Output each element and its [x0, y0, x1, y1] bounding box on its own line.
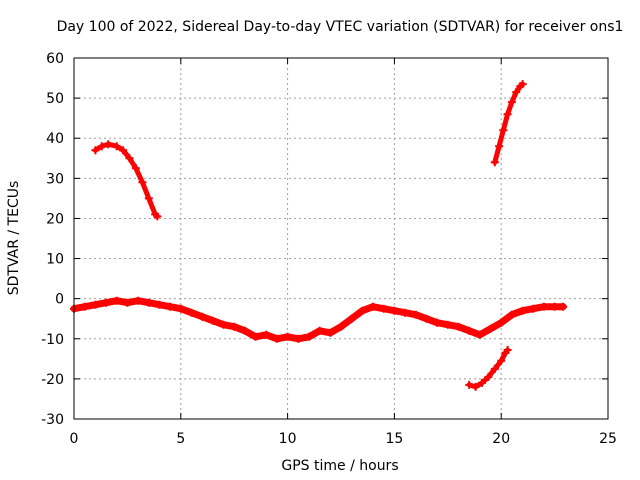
- y-tick-label: 20: [46, 211, 64, 227]
- y-tick-label: -20: [41, 372, 64, 388]
- ticks-layer: -30 -20 -10 0 10 20 30 40 50 60 0 5 10 15 20 25: [41, 51, 617, 447]
- data-point: [495, 142, 504, 151]
- data-point: [390, 306, 399, 315]
- data-point: [539, 302, 548, 311]
- data-point: [559, 302, 568, 311]
- data-point: [91, 146, 100, 155]
- y-tick-label: 50: [46, 91, 64, 107]
- data-point: [512, 88, 521, 97]
- plot-frame: [73, 57, 609, 420]
- data-point: [369, 302, 377, 311]
- data-point: [208, 316, 217, 325]
- data-point: [465, 380, 474, 389]
- series-layer: [70, 80, 568, 391]
- y-tick-label: -30: [41, 412, 64, 428]
- series-main-band: [70, 297, 567, 343]
- data-point: [262, 330, 271, 339]
- data-point: [112, 142, 121, 151]
- data-point: [347, 314, 356, 323]
- y-tick-label: 40: [46, 131, 64, 147]
- x-tick-label: 5: [176, 431, 185, 447]
- data-point: [358, 306, 367, 315]
- data-point: [294, 334, 303, 343]
- data-point: [144, 298, 153, 307]
- data-point: [454, 322, 463, 331]
- data-point: [198, 312, 207, 321]
- data-point: [401, 308, 410, 317]
- x-tick-label: 25: [599, 431, 617, 447]
- data-point: [134, 296, 143, 305]
- data-point: [112, 296, 121, 305]
- data-point: [251, 332, 260, 341]
- x-axis-label: GPS time / hours: [281, 458, 398, 474]
- data-point: [490, 158, 499, 167]
- y-tick-label: 60: [46, 51, 64, 67]
- data-point: [478, 378, 486, 387]
- data-point: [486, 324, 495, 333]
- data-point: [155, 300, 164, 309]
- data-point: [411, 310, 420, 319]
- data-point: [518, 306, 527, 315]
- data-point: [230, 322, 239, 331]
- data-point: [153, 212, 162, 221]
- data-point: [315, 326, 324, 335]
- x-tick-label: 10: [279, 431, 297, 447]
- data-point: [305, 332, 313, 341]
- data-point: [475, 330, 484, 339]
- data-point: [138, 178, 147, 187]
- grid-layer: [74, 58, 608, 419]
- data-point: [550, 302, 559, 311]
- data-point: [125, 154, 134, 163]
- data-point: [507, 98, 516, 107]
- data-point: [337, 322, 345, 331]
- data-point: [144, 194, 153, 203]
- data-point: [272, 334, 281, 343]
- data-point: [499, 126, 508, 135]
- series-lower-right-rise: [466, 347, 511, 390]
- data-point: [104, 140, 113, 149]
- data-point: [379, 304, 388, 313]
- data-point: [471, 382, 480, 391]
- x-tick-label: 15: [385, 431, 403, 447]
- y-axis-label: SDTVAR / TECUs: [6, 181, 22, 296]
- data-point: [283, 332, 292, 341]
- data-point: [102, 298, 110, 307]
- data-point: [91, 300, 100, 309]
- data-point: [131, 164, 140, 173]
- data-point: [326, 328, 335, 337]
- y-tick-label: 0: [55, 292, 64, 308]
- data-point: [484, 372, 493, 381]
- data-point: [240, 326, 249, 335]
- data-point: [119, 146, 128, 155]
- data-point: [503, 110, 512, 119]
- y-tick-label: -10: [41, 332, 64, 348]
- data-point: [123, 298, 132, 307]
- data-point: [176, 304, 185, 313]
- x-tick-label: 0: [70, 431, 79, 447]
- x-tick-label: 20: [492, 431, 510, 447]
- data-point: [497, 318, 506, 327]
- data-point: [443, 320, 452, 329]
- y-tick-label: 10: [46, 252, 64, 268]
- data-point: [518, 80, 527, 89]
- data-point: [490, 364, 499, 373]
- data-point: [433, 318, 442, 327]
- y-tick-label: 30: [46, 171, 64, 187]
- data-point: [507, 310, 516, 319]
- data-point: [80, 302, 89, 311]
- data-point: [497, 356, 506, 365]
- data-point: [503, 346, 512, 354]
- data-point: [422, 314, 431, 323]
- data-point: [97, 142, 106, 151]
- series-upper-left-arc: [92, 141, 160, 219]
- data-point: [166, 302, 175, 311]
- data-point: [529, 304, 538, 313]
- data-point: [219, 320, 228, 329]
- series-upper-right-rise: [492, 81, 526, 165]
- data-point: [187, 308, 196, 317]
- data-point: [465, 326, 474, 335]
- chart-title: Day 100 of 2022, Sidereal Day-to-day VTE…: [57, 19, 624, 35]
